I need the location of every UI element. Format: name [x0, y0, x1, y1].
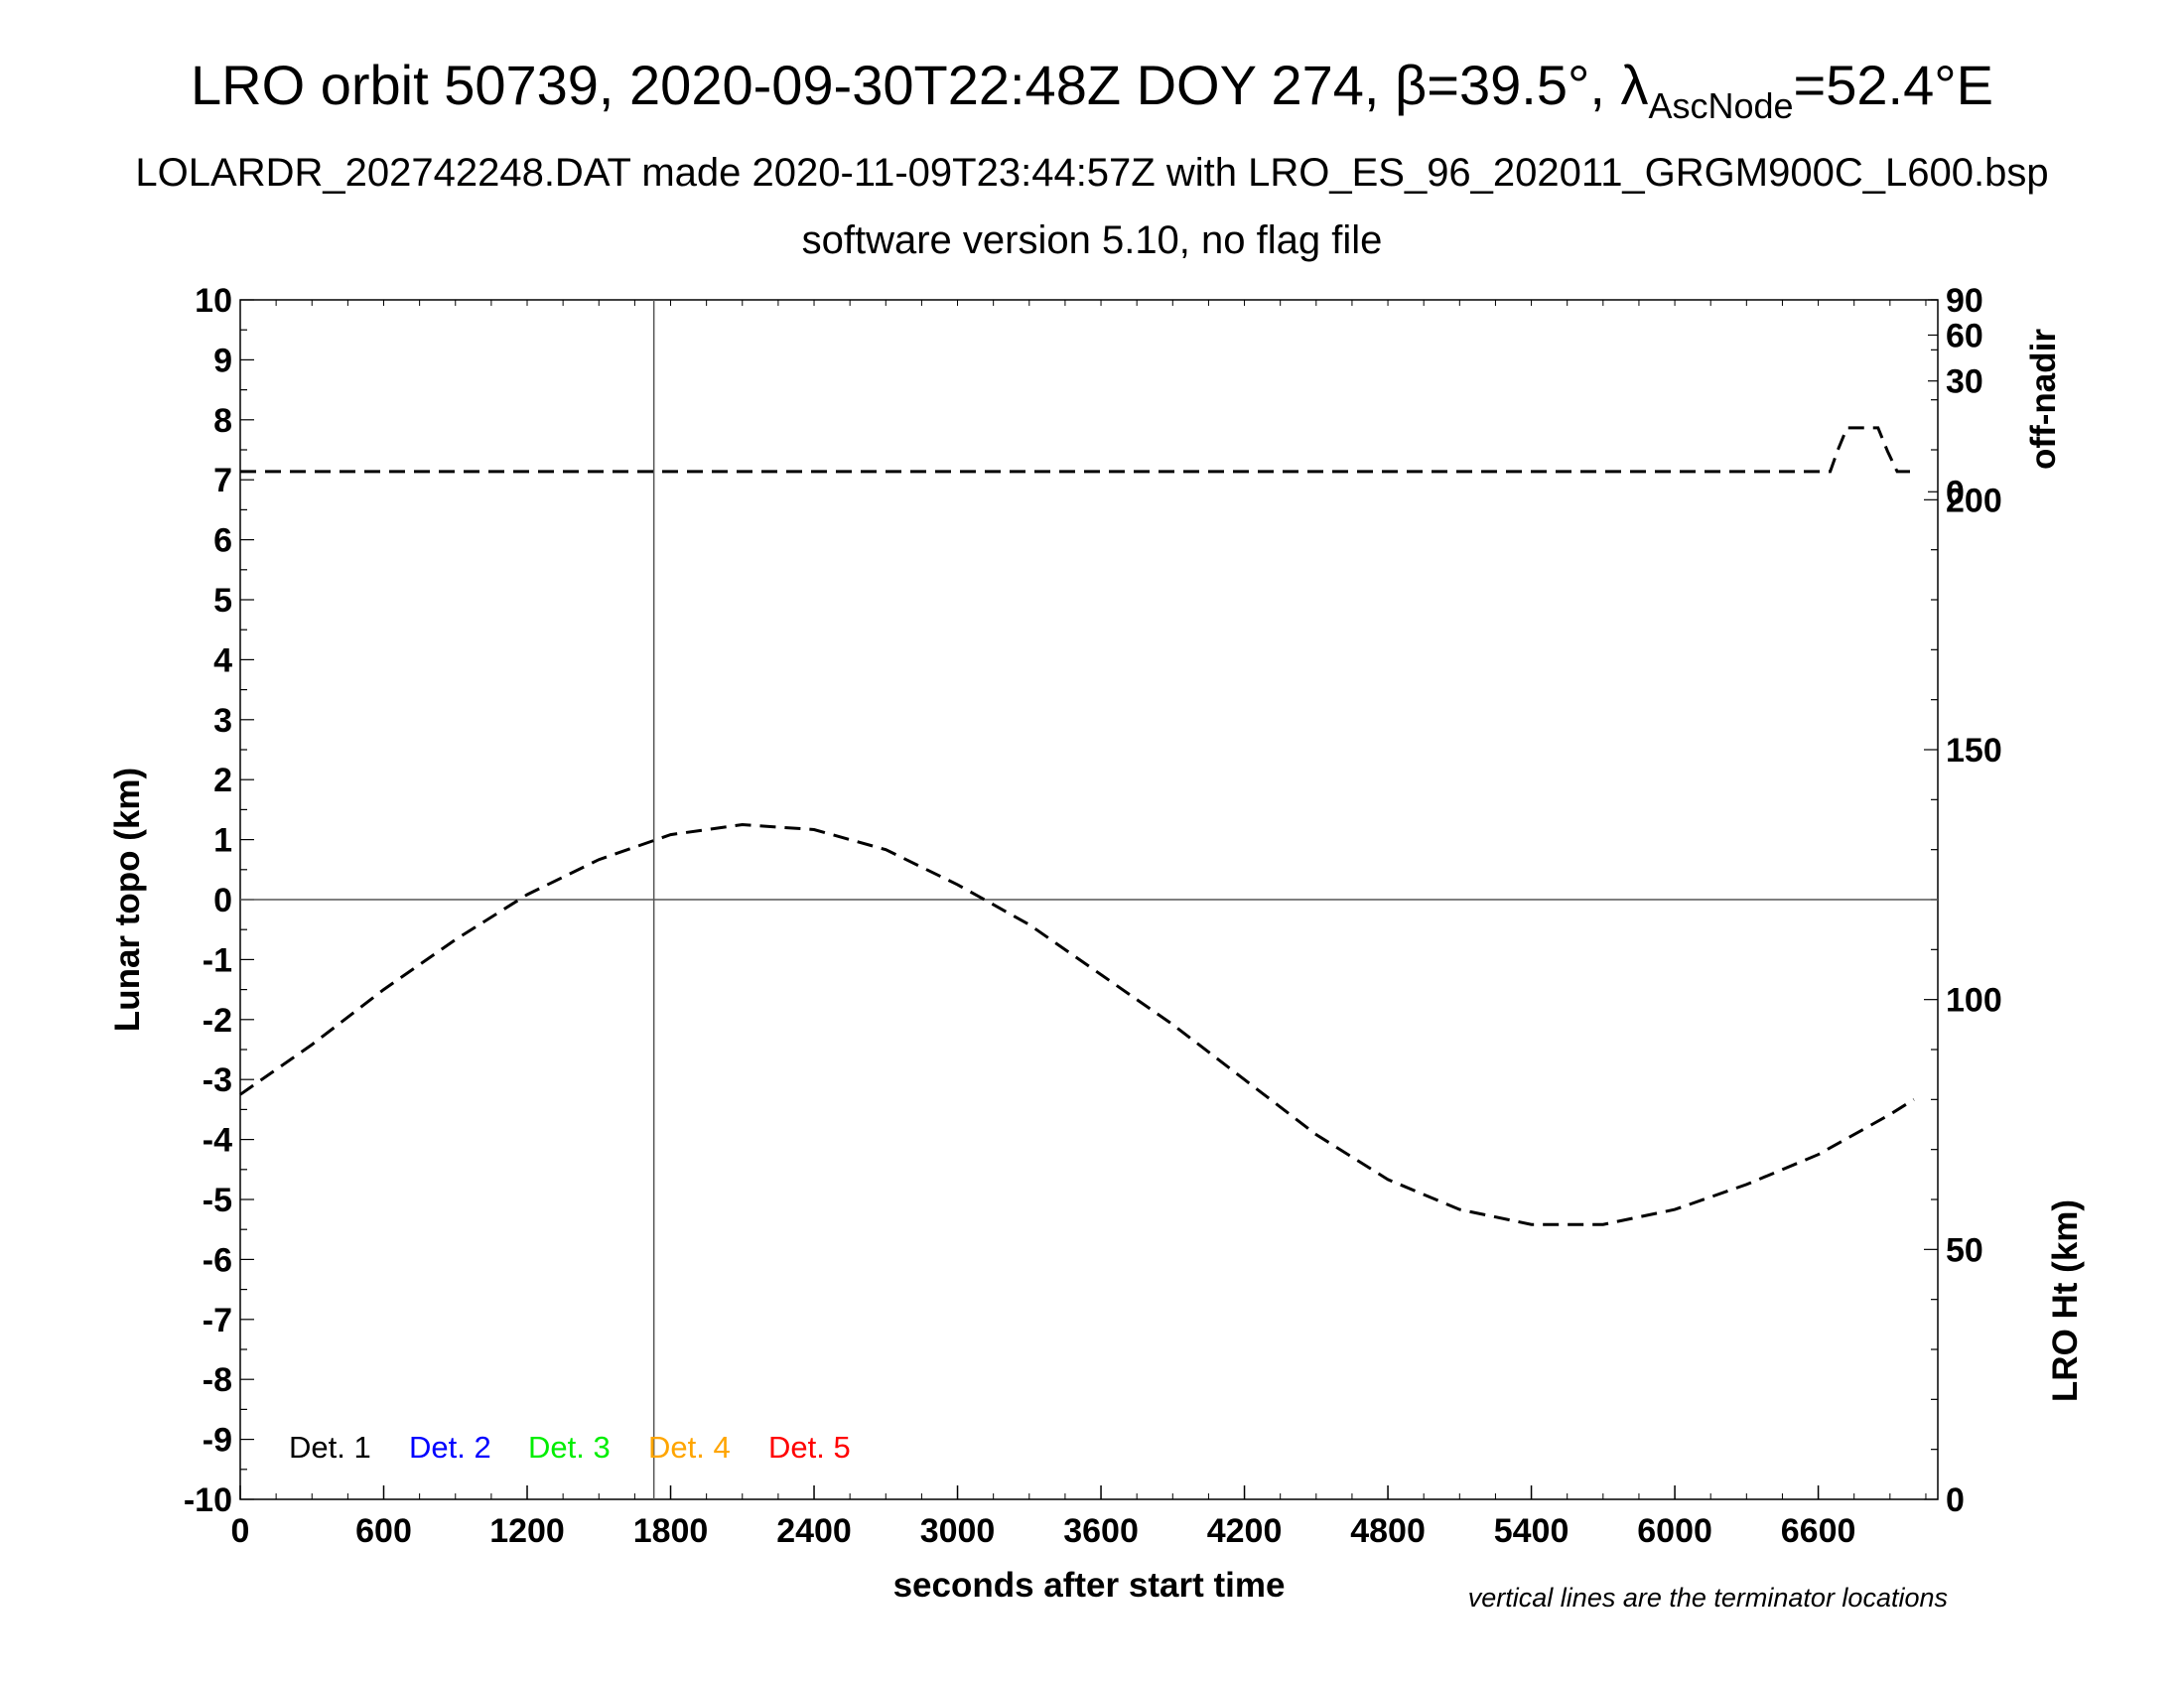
off-nadir-axis-title: off-nadir	[2024, 329, 2063, 470]
y-tick-label: 1	[213, 822, 232, 860]
y-tick-label: 2	[213, 762, 232, 799]
x-tick-label: 4800	[1350, 1512, 1426, 1550]
y-tick-label: -10	[184, 1481, 232, 1519]
y-right-tick-label: 50	[1946, 1231, 1983, 1269]
y-tick-label: 9	[213, 342, 232, 379]
y-tick-label: -5	[203, 1182, 232, 1219]
y-tick-label: -9	[203, 1422, 232, 1460]
y-tick-label: -4	[203, 1122, 232, 1160]
title-suffix: =52.4°E	[1793, 54, 1993, 116]
x-tick-label: 600	[355, 1512, 412, 1550]
chart-subtitle: LOLARDR_202742248.DAT made 2020-11-09T23…	[135, 151, 2049, 195]
x-tick-label: 2400	[776, 1512, 852, 1550]
x-tick-label: 0	[231, 1512, 250, 1550]
y-tick-label: 3	[213, 702, 232, 740]
off-nadir-tick-label: 30	[1946, 363, 1983, 401]
y-tick-label: 6	[213, 522, 232, 560]
y-tick-label: 0	[213, 882, 232, 919]
y-tick-label: 4	[213, 641, 232, 679]
y-right-tick-label: 150	[1946, 732, 2002, 770]
x-tick-label: 6600	[1781, 1512, 1856, 1550]
y-tick-label: -6	[203, 1241, 232, 1279]
x-tick-label: 4200	[1207, 1512, 1283, 1550]
y-right-tick-label: 100	[1946, 982, 2002, 1020]
y-tick-label: -2	[203, 1002, 232, 1040]
terminator-note: vertical lines are the terminator locati…	[1468, 1583, 1948, 1613]
y-tick-label: 8	[213, 402, 232, 440]
x-axis-title: seconds after start time	[893, 1566, 1286, 1605]
y-tick-label: -7	[203, 1302, 232, 1339]
legend-entry: Det. 5	[768, 1430, 851, 1465]
y-right-tick-label: 0	[1946, 1481, 1965, 1519]
x-tick-label: 5400	[1494, 1512, 1570, 1550]
x-tick-label: 3600	[1063, 1512, 1139, 1550]
chart-title: LRO orbit 50739, 2020-09-30T22:48Z DOY 2…	[0, 52, 2184, 140]
title-text: LRO orbit 50739, 2020-09-30T22:48Z DOY 2…	[191, 54, 1649, 116]
off-nadir-tick-label: 0	[1946, 474, 1965, 511]
off-nadir-tick-label: 90	[1946, 282, 1983, 320]
x-tick-label: 3000	[920, 1512, 996, 1550]
legend-entry: Det. 1	[289, 1430, 371, 1465]
y-axis-title: Lunar topo (km)	[108, 768, 147, 1032]
x-tick-label: 6000	[1637, 1512, 1712, 1550]
x-tick-label: 1800	[633, 1512, 709, 1550]
y-tick-label: -8	[203, 1361, 232, 1399]
title-subscript: AscNode	[1648, 85, 1794, 126]
legend-entry: Det. 3	[528, 1430, 611, 1465]
lro-height-line	[239, 822, 1915, 1226]
chart-subtitle-2: software version 5.10, no flag file	[801, 218, 1383, 262]
y-tick-label: -3	[203, 1061, 232, 1099]
legend-entry: Det. 2	[409, 1430, 491, 1465]
off-nadir-line	[240, 426, 1914, 474]
y-tick-label: 5	[213, 582, 232, 620]
lro-height-axis-title: LRO Ht (km)	[2046, 1199, 2085, 1402]
x-tick-label: 1200	[489, 1512, 565, 1550]
y-tick-label: 10	[195, 282, 232, 320]
y-tick-label: -1	[203, 941, 232, 979]
off-nadir-tick-label: 60	[1946, 317, 1983, 354]
y-right-tick-label: 200	[1946, 482, 2002, 519]
legend-entry: Det. 4	[648, 1430, 731, 1465]
y-tick-label: 7	[213, 462, 232, 499]
